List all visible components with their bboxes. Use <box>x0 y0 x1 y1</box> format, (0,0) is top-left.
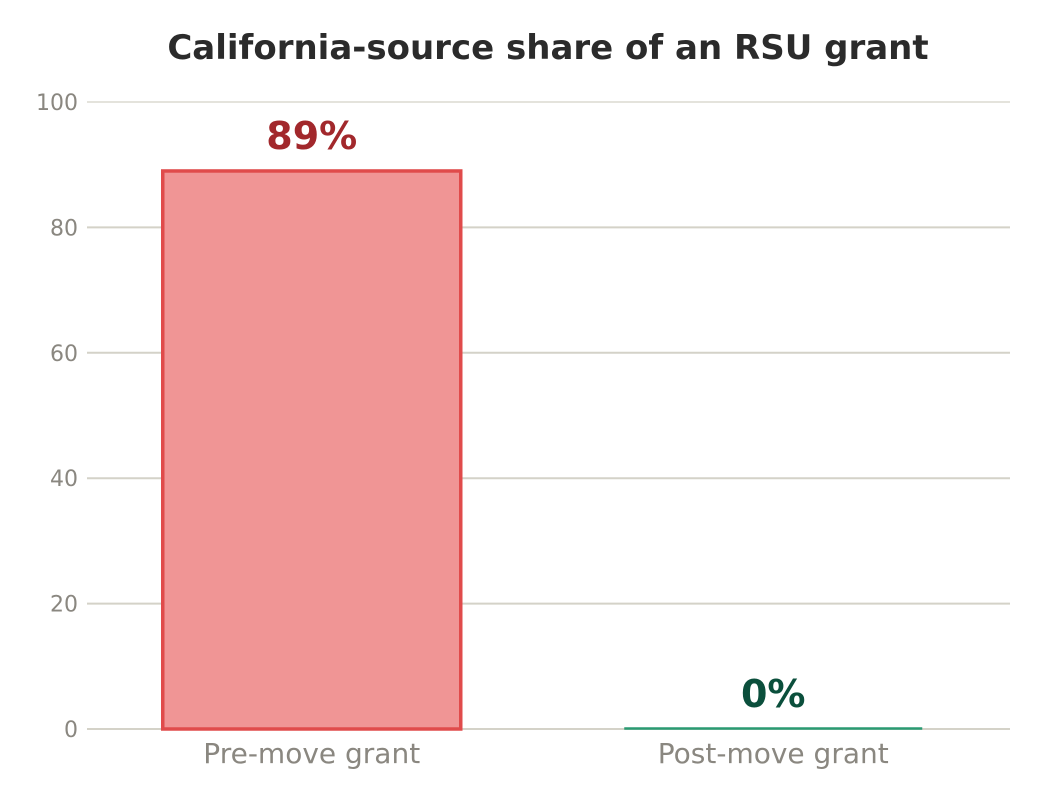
data-label-1: 0% <box>741 672 806 716</box>
y-tick-label-60: 60 <box>50 342 78 367</box>
x-category-label-0: Pre-move grant <box>203 737 420 770</box>
x-category-label-1: Post-move grant <box>658 737 889 770</box>
x-axis-categories: Pre-move grant Post-move grant <box>203 737 888 770</box>
data-label-0: 89% <box>266 114 357 158</box>
y-tick-label-0: 0 <box>64 718 78 743</box>
y-tick-label-100: 100 <box>36 91 78 116</box>
data-labels: 89% 0% <box>266 114 805 716</box>
bar-0 <box>161 169 463 731</box>
y-tick-label-20: 20 <box>50 593 78 618</box>
y-axis-ticks: 0 20 40 60 80 100 <box>36 91 78 743</box>
bars <box>161 169 923 731</box>
y-tick-label-40: 40 <box>50 467 78 492</box>
y-tick-label-80: 80 <box>50 216 78 241</box>
chart-title: California-source share of an RSU grant <box>167 28 928 68</box>
